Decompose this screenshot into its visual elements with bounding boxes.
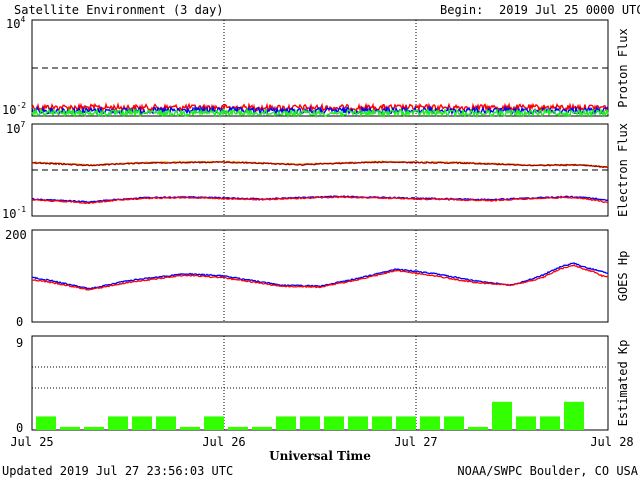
kp-ytick-top: 9 [16, 336, 23, 350]
kp-bar [492, 401, 512, 430]
kp-bar [36, 416, 56, 430]
kp-bar [540, 416, 560, 430]
electron-ylabel: Electron Flux [616, 123, 630, 217]
kp-bar [156, 416, 176, 430]
kp-panel-frame [31, 335, 609, 431]
updated-timestamp: Updated 2019 Jul 27 23:56:03 UTC [2, 464, 233, 478]
proton-series-green [31, 107, 609, 119]
hp-ylabel: GOES Hp [616, 251, 630, 302]
hp-series-red [31, 264, 609, 291]
hp-ytick-top: 200 [5, 228, 27, 242]
proton-ytick-top: 104 [6, 15, 25, 31]
xtick-jul28: Jul 28 [590, 435, 633, 449]
proton-panel-frame [31, 19, 609, 117]
kp-bar [276, 416, 296, 430]
begin-label: Begin: [440, 3, 483, 17]
kp-bar [348, 416, 368, 430]
kp-bar [324, 416, 344, 430]
kp-grid [32, 366, 608, 389]
kp-bar [132, 416, 152, 430]
day-separators [223, 20, 417, 430]
electron-series-layer [31, 160, 609, 205]
hp-series-layer [31, 262, 609, 291]
kp-bar [372, 416, 392, 430]
proton-series-layer [31, 101, 609, 119]
electron-ytick-bottom: 10-1 [2, 205, 26, 221]
kp-bar [444, 416, 464, 430]
kp-bar [564, 401, 584, 430]
plot-title: Satellite Environment (3 day) [14, 3, 224, 17]
kp-bar [516, 416, 536, 430]
kp-bar [108, 416, 128, 430]
kp-bar [204, 416, 224, 430]
kp-ytick-bottom: 0 [16, 421, 23, 435]
xtick-jul25: Jul 25 [10, 435, 53, 449]
hp-panel-frame [31, 229, 609, 323]
xtick-jul27: Jul 27 [394, 435, 437, 449]
electron-series-red [31, 195, 609, 205]
axis-ticks [32, 19, 608, 431]
kp-bar [252, 426, 272, 430]
electron-panel-frame [31, 123, 609, 217]
xtick-jul26: Jul 26 [202, 435, 245, 449]
kp-bar [228, 426, 248, 430]
proton-ylabel: Proton Flux [616, 28, 630, 107]
kp-ylabel: Estimated Kp [616, 340, 630, 427]
x-axis-title: Universal Time [269, 449, 371, 463]
kp-bar [468, 426, 488, 430]
credit-text: NOAA/SWPC Boulder, CO USA [457, 464, 638, 478]
kp-bar [84, 426, 104, 430]
kp-bar [180, 426, 200, 430]
kp-bar [396, 416, 416, 430]
proton-ytick-bottom: 10-2 [2, 101, 26, 117]
kp-bar [420, 416, 440, 430]
electron-series-maroon [31, 160, 609, 169]
hp-ytick-bottom: 0 [16, 315, 23, 329]
begin-value: 2019 Jul 25 0000 UTC [499, 3, 640, 17]
kp-bars-layer [36, 401, 584, 430]
kp-bar [300, 416, 320, 430]
electron-ytick-top: 107 [6, 120, 25, 136]
kp-bar [60, 426, 80, 430]
